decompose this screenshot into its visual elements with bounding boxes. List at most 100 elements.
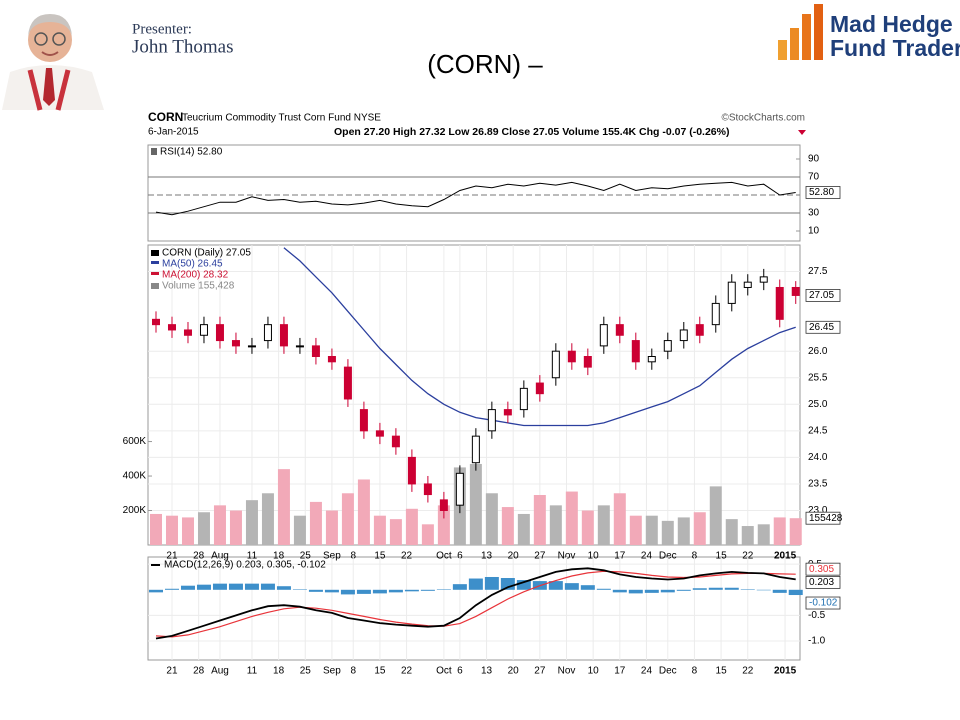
histogram-bar: [756, 589, 771, 591]
histogram-bar: [388, 589, 403, 593]
y-tick-label: 90: [808, 154, 820, 165]
chart-background: [145, 106, 810, 680]
candle-body: [487, 409, 496, 432]
volume-bar: [437, 505, 450, 545]
x-tick-label: 11: [247, 551, 258, 562]
candle-body: [631, 340, 640, 363]
candle-body: [455, 472, 464, 506]
x-tick-label: 27: [534, 551, 546, 562]
candle-body: [791, 286, 800, 296]
histogram-bar: [708, 587, 723, 590]
x-tick-label: 24: [641, 666, 653, 677]
candle-body: [439, 499, 448, 511]
volume-bar: [725, 519, 738, 545]
x-tick-label: Sep: [323, 666, 341, 677]
histogram-bar: [372, 589, 387, 594]
histogram-bar: [436, 589, 451, 590]
chart-date: 6-Jan-2015: [148, 127, 199, 138]
volume-bar: [501, 507, 514, 545]
candle-body: [471, 435, 480, 464]
candle-body: [247, 345, 256, 348]
candle-body: [279, 324, 288, 347]
histogram-bar: [308, 589, 323, 592]
histogram-bar: [564, 583, 579, 590]
histogram-bar: [420, 589, 435, 591]
y-tick-label: 70: [808, 172, 820, 183]
candle-body: [519, 387, 528, 411]
x-tick-label: 21: [166, 666, 178, 677]
rsi-frame: [147, 144, 801, 242]
histogram-bar: [212, 583, 227, 590]
volume-bar: [693, 512, 706, 545]
panel-title: MACD(12,26,9) 0.203, 0.305, -0.102: [164, 560, 326, 571]
moving-average-line: [283, 247, 796, 427]
value-label: 52.80: [809, 187, 834, 198]
legend-swatch: [151, 148, 157, 155]
candle-body: [567, 350, 576, 363]
x-tick-label: 15: [374, 666, 386, 677]
histogram-bar: [676, 589, 691, 591]
x-tick-label: 20: [508, 666, 520, 677]
x-tick-label: 8: [350, 551, 356, 562]
x-tick-label: 13: [481, 666, 493, 677]
candle-body: [583, 356, 592, 368]
candle-body: [503, 409, 512, 416]
candle-body: [151, 318, 160, 326]
presenter-name: John Thomas: [132, 36, 234, 57]
value-box: [805, 289, 841, 302]
volume-bar: [645, 515, 658, 545]
x-tick-label: 10: [588, 666, 600, 677]
volume-bar: [373, 515, 386, 545]
legend-label: MA(50) 26.45: [162, 259, 223, 270]
logo-mark: [778, 4, 823, 60]
candle-body: [727, 281, 736, 304]
y-tick-label: 24.5: [808, 425, 828, 436]
x-tick-label: 18: [273, 666, 285, 677]
value-label: 26.45: [809, 322, 834, 333]
volume-bar: [197, 512, 210, 545]
legend-label: MA(200) 28.32: [162, 270, 229, 281]
volume-bar: [757, 524, 770, 545]
candle-body: [359, 409, 368, 432]
candle-body: [199, 324, 208, 336]
volume-bar: [773, 517, 786, 545]
candle-body: [295, 345, 304, 348]
x-tick-label: 11: [247, 666, 258, 677]
volume-bar: [341, 493, 354, 545]
x-tick-label: 22: [742, 666, 754, 677]
volume-bar: [309, 501, 322, 545]
candle-body: [327, 356, 336, 363]
panel-title: RSI(14) 52.80: [160, 147, 223, 158]
presenter-photo: [2, 14, 104, 111]
histogram-bar: [516, 580, 531, 590]
x-tick-label: 17: [614, 666, 626, 677]
histogram-bar: [580, 585, 595, 590]
y-tick-label: 25.0: [808, 399, 828, 410]
x-tick-label: Nov: [558, 551, 576, 562]
histogram-bar: [452, 584, 467, 590]
x-tick-label: Oct: [436, 551, 452, 562]
x-tick-label: 22: [401, 551, 413, 562]
change-arrow: [798, 130, 806, 135]
x-tick-label: 13: [481, 551, 493, 562]
volume-bar: [389, 519, 402, 545]
legend-swatch: [151, 250, 159, 256]
y-tick-label: 26.0: [808, 346, 828, 357]
volume-bar: [149, 513, 162, 545]
volume-bar: [581, 510, 594, 545]
slide-title: (CORN) –: [427, 49, 543, 79]
x-tick-label: 21: [166, 551, 178, 562]
value-box: [805, 511, 841, 525]
value-box: [805, 575, 841, 589]
x-tick-label: 25: [300, 551, 312, 562]
candle-body: [391, 435, 400, 448]
candle-body: [263, 324, 272, 342]
volume-bar: [245, 500, 258, 545]
rsi-line: [155, 181, 796, 216]
histogram-bar: [740, 589, 755, 590]
candle-body: [407, 456, 416, 485]
volume-bar: [629, 515, 642, 545]
x-tick-label: 15: [374, 551, 386, 562]
volume-bar: [613, 493, 626, 545]
